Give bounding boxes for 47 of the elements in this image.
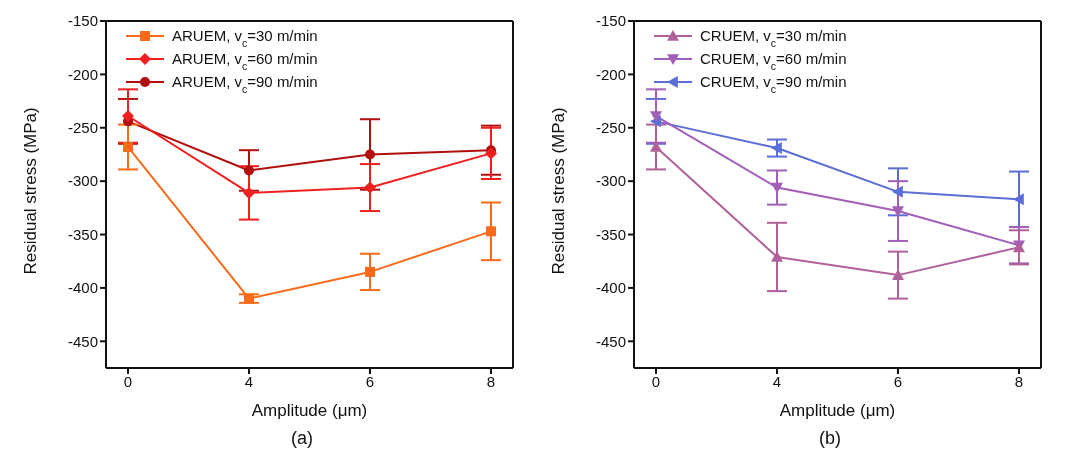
x-tick-label: 8 xyxy=(486,372,496,390)
legend-label: ARUEM, v$_{c}$=30 m/min xyxy=(172,26,318,49)
point xyxy=(485,147,497,160)
legend-label: CRUEM, v$_{c}$=60 m/min xyxy=(700,49,847,72)
point xyxy=(365,266,375,277)
legend-label: CRUEM, v$_{c}$=30 m/min xyxy=(700,26,847,49)
x-axis-title: Amplitude (μm) xyxy=(251,401,368,420)
y-tick-label: -200 xyxy=(67,65,98,83)
y-axis-title: Residual stress (MPa) xyxy=(21,107,41,275)
y-tick-label: -450 xyxy=(595,332,626,350)
point xyxy=(122,110,134,123)
y-tick-label: -200 xyxy=(595,65,626,83)
legend-label: ARUEM, v$_{c}$=60 m/min xyxy=(172,49,318,72)
point xyxy=(486,226,496,237)
point xyxy=(244,293,254,304)
legend-label: CRUEM, v$_{c}$=90 m/min xyxy=(700,72,847,95)
text: (a) xyxy=(290,428,314,449)
x-tick-label: 4 xyxy=(772,372,782,390)
y-tick-label: -250 xyxy=(67,119,98,137)
point xyxy=(1013,193,1024,206)
x-tick-label: 0 xyxy=(123,372,133,390)
point xyxy=(123,141,133,152)
x-tick-label: 8 xyxy=(1014,372,1024,390)
y-tick-label: -400 xyxy=(595,279,626,297)
y-tick-label: -300 xyxy=(595,172,626,190)
y-tick-label: -400 xyxy=(67,279,98,297)
y-tick-label: -150 xyxy=(67,12,98,30)
y-tick-label: -450 xyxy=(67,332,98,350)
y-tick-label: -250 xyxy=(595,119,626,137)
point xyxy=(244,165,254,176)
point xyxy=(771,142,782,155)
y-tick-label: -350 xyxy=(595,225,626,243)
x-tick-label: 6 xyxy=(365,372,375,390)
x-tick-label: 0 xyxy=(651,372,661,390)
point xyxy=(892,185,903,198)
text: (b) xyxy=(818,428,842,449)
y-tick-label: -150 xyxy=(595,12,626,30)
y-tick-label: -350 xyxy=(67,225,98,243)
y-axis-title: Residual stress (MPa) xyxy=(549,107,569,275)
point xyxy=(364,181,376,194)
x-tick-label: 4 xyxy=(244,372,254,390)
x-tick-label: 6 xyxy=(893,372,903,390)
point xyxy=(365,149,375,160)
x-axis-title: Amplitude (μm) xyxy=(779,401,896,420)
y-tick-label: -300 xyxy=(67,172,98,190)
point xyxy=(650,111,662,123)
legend-label: ARUEM, v$_{c}$=90 m/min xyxy=(172,72,318,95)
